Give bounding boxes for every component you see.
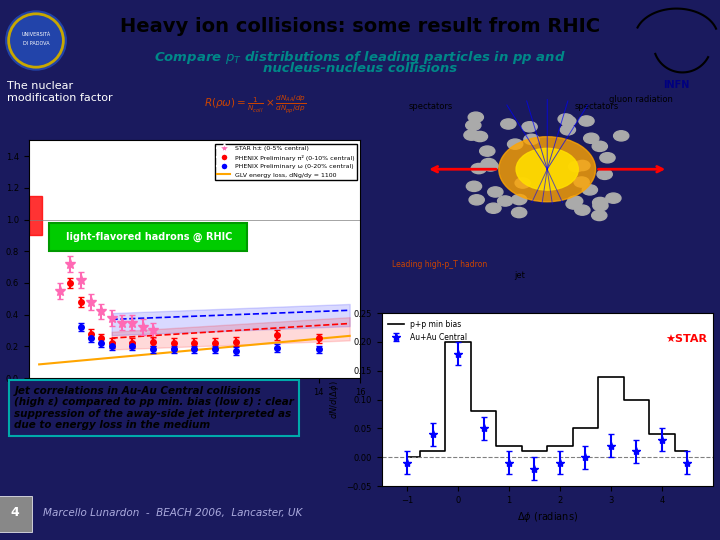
Y-axis label: $dN/d(\Delta\phi)$: $dN/d(\Delta\phi)$ (328, 380, 341, 419)
Circle shape (569, 161, 584, 172)
Circle shape (522, 122, 537, 132)
Legend: p+p min bias, Au+Au Central: p+p min bias, Au+Au Central (385, 317, 470, 345)
FancyBboxPatch shape (0, 496, 32, 532)
Text: jet: jet (514, 272, 525, 280)
p+p min bias (530, 448, 539, 455)
Text: Heavy ion collisions: some result from RHIC: Heavy ion collisions: some result from R… (120, 17, 600, 36)
Ellipse shape (516, 148, 578, 190)
Text: UNIVERSITÀ: UNIVERSITÀ (22, 32, 50, 37)
Circle shape (592, 211, 607, 220)
Circle shape (606, 193, 621, 203)
Circle shape (498, 196, 513, 206)
Circle shape (566, 199, 581, 209)
Circle shape (487, 187, 503, 197)
Text: gluon radiation: gluon radiation (609, 95, 673, 104)
Circle shape (471, 164, 487, 174)
Circle shape (472, 131, 487, 141)
Circle shape (467, 181, 482, 192)
p+p min bias (632, 396, 641, 403)
Circle shape (574, 177, 589, 187)
Circle shape (567, 196, 582, 206)
FancyBboxPatch shape (49, 223, 246, 251)
Circle shape (593, 198, 608, 207)
Text: The nuclear
modification factor: The nuclear modification factor (7, 81, 113, 103)
Circle shape (512, 194, 527, 205)
Line: p+p min bias: p+p min bias (407, 342, 688, 457)
p+p min bias (683, 448, 692, 455)
p+p min bias (606, 373, 615, 380)
Circle shape (483, 161, 498, 171)
Circle shape (600, 153, 615, 163)
Circle shape (486, 203, 501, 213)
Circle shape (466, 120, 481, 131)
p+p min bias (556, 442, 564, 449)
Circle shape (480, 146, 495, 156)
Circle shape (524, 134, 539, 144)
Circle shape (579, 116, 594, 126)
Circle shape (582, 185, 598, 195)
Text: Jet correlations in Au-Au Central collisions
(high ε) compared to pp min. bias (: Jet correlations in Au-Au Central collis… (14, 386, 294, 430)
Circle shape (575, 205, 590, 215)
Circle shape (592, 141, 608, 151)
p+p min bias (480, 408, 488, 414)
p+p min bias (657, 431, 666, 437)
Circle shape (584, 133, 599, 144)
Circle shape (597, 169, 612, 179)
Circle shape (558, 114, 573, 124)
X-axis label: $p_T$ (GeV/c): $p_T$ (GeV/c) (168, 402, 220, 416)
Text: Marcello Lunardon  -  BEACH 2006,  Lancaster, UK: Marcello Lunardon - BEACH 2006, Lancaste… (43, 508, 302, 518)
X-axis label: $\Delta\phi$ (radians): $\Delta\phi$ (radians) (517, 510, 577, 524)
Circle shape (515, 178, 531, 188)
Text: Leading high-p_T hadron: Leading high-p_T hadron (392, 260, 487, 269)
Circle shape (469, 195, 485, 205)
Circle shape (6, 11, 66, 70)
Text: light-flavored hadrons @ RHIC: light-flavored hadrons @ RHIC (66, 232, 232, 242)
Circle shape (511, 207, 527, 218)
Text: $R(\rho\omega) = \frac{1}{N_{coll}} \times \frac{dN_{AA}/dp}{dN_{pp}/dp}$: $R(\rho\omega) = \frac{1}{N_{coll}} \tim… (204, 94, 307, 116)
Circle shape (464, 130, 479, 140)
Text: INFN: INFN (663, 79, 690, 90)
Legend: STAR h± (0-5% central), PHENIX Preliminary π² (0-10% central), PHENIX Preliminar: STAR h± (0-5% central), PHENIX Prelimina… (215, 144, 357, 180)
Circle shape (468, 112, 483, 122)
Circle shape (593, 201, 608, 211)
Bar (29, 196, 42, 235)
Text: nucleus-nucleus collisions: nucleus-nucleus collisions (263, 62, 457, 75)
Circle shape (613, 131, 629, 141)
p+p min bias (581, 425, 590, 431)
Circle shape (481, 159, 496, 168)
Text: Compare $p_T$ distributions of leading particles in pp and: Compare $p_T$ distributions of leading p… (154, 49, 566, 65)
Text: 4: 4 (10, 507, 19, 519)
p+p min bias (428, 448, 437, 455)
Circle shape (500, 119, 516, 129)
Circle shape (575, 160, 590, 171)
p+p min bias (505, 442, 513, 449)
Text: DI PADOVA: DI PADOVA (23, 41, 49, 46)
Text: ★STAR: ★STAR (665, 334, 707, 344)
p+p min bias (402, 454, 411, 461)
Ellipse shape (499, 137, 595, 202)
Text: spectators: spectators (575, 102, 619, 111)
Circle shape (560, 125, 575, 135)
Text: spectators: spectators (409, 102, 453, 111)
p+p min bias (454, 339, 462, 345)
Circle shape (561, 116, 576, 126)
Circle shape (508, 139, 523, 149)
